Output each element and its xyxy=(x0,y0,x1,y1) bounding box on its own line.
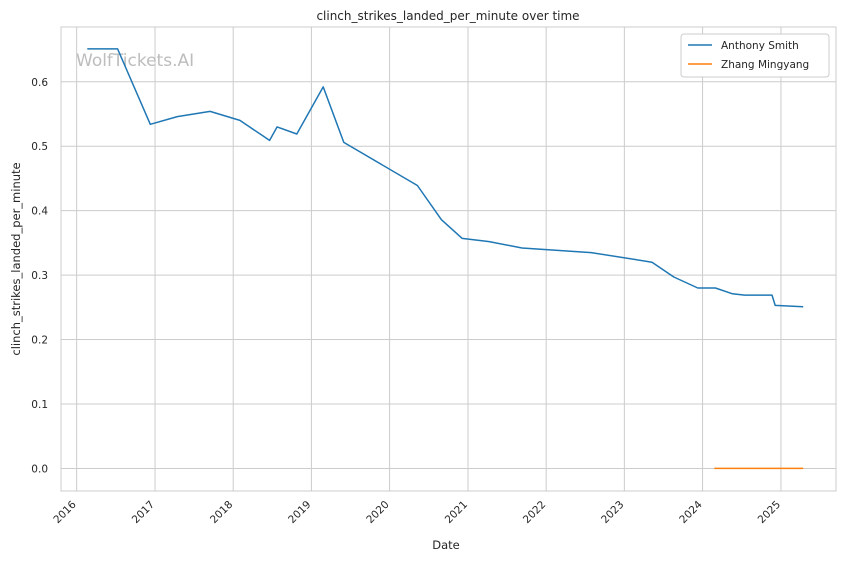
x-axis-label: Date xyxy=(432,538,460,552)
x-tick-label: 2020 xyxy=(364,499,391,526)
plot-frame xyxy=(60,26,837,492)
plot-area xyxy=(61,27,836,491)
x-tick-label: 2023 xyxy=(599,499,626,526)
legend: Anthony Smith Zhang Mingyang xyxy=(680,33,830,78)
x-tick-label: 2017 xyxy=(130,499,157,526)
legend-box xyxy=(680,33,830,78)
y-tick-label: 0.5 xyxy=(31,141,48,153)
y-tick-label: 0.3 xyxy=(31,270,48,282)
y-axis-label: clinch_strikes_landed_per_minute xyxy=(9,162,23,355)
legend-label-zhang-mingyang: Zhang Mingyang xyxy=(721,59,809,71)
watermark: WolfTickets.AI xyxy=(76,51,194,71)
x-tick-label: 2016 xyxy=(51,498,79,526)
y-tick-label: 0.0 xyxy=(31,463,48,475)
legend-label-anthony-smith: Anthony Smith xyxy=(721,40,799,52)
x-tick-label: 2021 xyxy=(443,499,470,526)
x-tick-label: 2022 xyxy=(521,499,548,526)
y-tick-label: 0.1 xyxy=(31,399,48,411)
y-tick-label: 0.2 xyxy=(31,335,48,347)
x-tick-labels: 2016 2017 2018 2019 2020 2021 2022 2023 2024 2025 xyxy=(51,498,783,526)
y-gridlines xyxy=(61,81,836,469)
x-tick-label: 2024 xyxy=(677,498,705,526)
chart-title: clinch_strikes_landed_per_minute over ti… xyxy=(316,9,579,23)
x-gridlines xyxy=(76,27,782,491)
series-layer xyxy=(87,48,804,470)
x-tick-label: 2025 xyxy=(756,499,783,526)
y-tick-labels: 0.0 0.1 0.2 0.3 0.4 0.5 0.6 xyxy=(31,77,48,476)
y-tick-label: 0.4 xyxy=(31,206,48,218)
y-tick-label: 0.6 xyxy=(31,77,48,89)
x-tick-label: 2019 xyxy=(286,499,313,526)
x-tick-label: 2018 xyxy=(208,499,235,526)
series-line-anthony-smith xyxy=(87,48,804,308)
